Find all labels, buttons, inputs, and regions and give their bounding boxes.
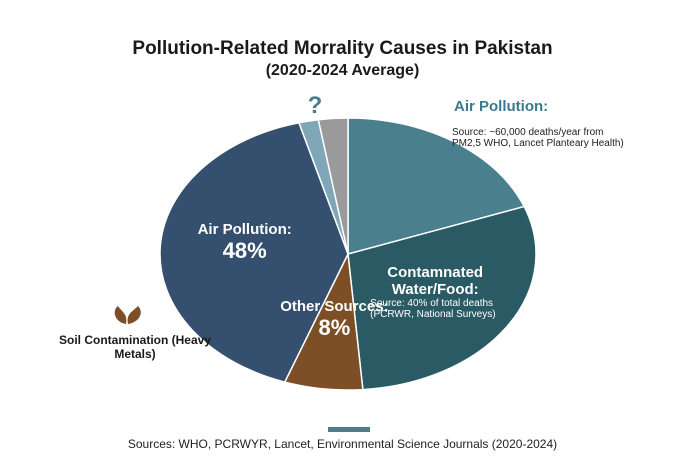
slice-note: Source: 40% of total deaths (PCRWR, Nati… (370, 298, 496, 321)
slice-label: Air Pollution: (454, 98, 549, 115)
chart-title: Pollution-Related Morrality Causes in Pa… (132, 38, 553, 59)
slice-label-group: Contamnated Water/Food: Source: 40% of to… (370, 264, 500, 320)
value-label: 48% (222, 238, 267, 264)
value-label: 8% (318, 315, 351, 341)
pie-slice (317, 117, 349, 255)
chart-subtitle: (2020-2024 Average) (265, 62, 420, 79)
slice-label: Air Pollution: (197, 221, 292, 239)
pie-slice (347, 205, 537, 391)
slice-label: Other Sources: (280, 298, 389, 316)
slice-note: Source: ~60,000 deaths/year from PM2,5 W… (452, 127, 624, 149)
pie-slice (159, 121, 349, 383)
annotation: ? (307, 92, 323, 119)
slice-label-group: Air Pollution: 48% (185, 221, 305, 264)
divider (328, 427, 370, 432)
source-note: Sources: WHO, PCRWYR, Lancet, Environmen… (127, 437, 558, 451)
pie-slice (347, 117, 526, 255)
leaf-icon (114, 306, 141, 324)
slice-label-group: Other Sources: 8% (274, 298, 394, 341)
slice-label: Contamnated Water/Food: (387, 264, 484, 299)
annotation: Soil Contamination (Heavy Metals) (58, 333, 212, 361)
